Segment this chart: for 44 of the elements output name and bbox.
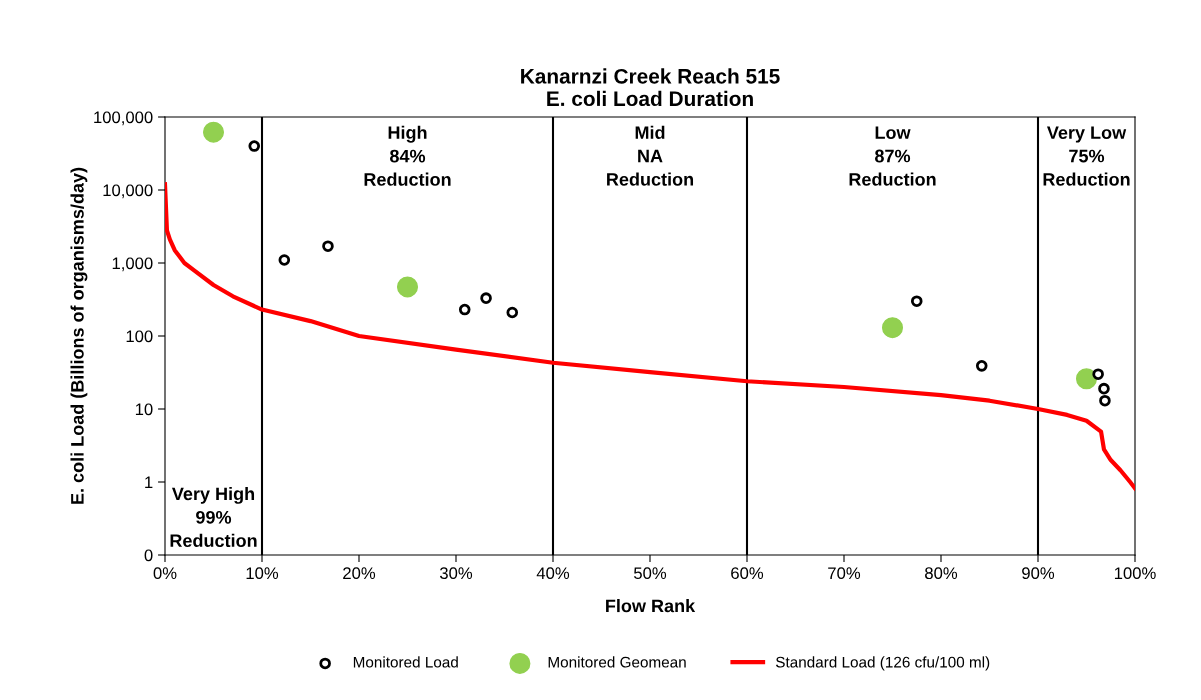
annotation: High 84% Reduction [364,125,451,186]
x-tick-label: 0% [153,567,177,580]
x-tick-label: 40% [536,567,570,580]
point [248,140,261,152]
x-tick-label: 90% [1022,567,1055,580]
chart-title: Kanarnzi Creek Reach 515 E. coli Load Duration [521,68,780,107]
x-axis-title: Flow Rank [606,599,696,613]
x-tick-label: 50% [633,567,667,580]
annotation: Very Low 75% Reduction [1043,126,1130,186]
point [506,306,519,319]
y-tick-label: 1,000 [112,257,153,272]
point [202,121,225,143]
annotation: Mid NA Reduction [607,125,694,186]
legend-label: Monitored Geomean [548,656,686,668]
point [1075,368,1098,390]
point [458,303,471,316]
x-tick-label: 30% [439,567,473,580]
x-tick-label: 70% [828,567,861,580]
y-tick-label: 100 [126,330,153,343]
y-tick-label: 10 [135,403,153,416]
y-tick-label: 1 [145,476,153,489]
point [278,254,291,266]
point [1099,394,1111,407]
annotation: Low 87% Reduction [849,126,936,186]
x-tick-label: 60% [731,567,764,580]
point [881,317,904,339]
legend-label: Monitored Load [353,656,458,668]
x-tick-label: 80% [925,567,958,580]
point [1092,368,1104,380]
y-axis-title: E. coli Load (Billions of organisms/day) [70,167,88,504]
y-tick-label: 10,000 [103,184,153,199]
legend-label: Standard Load (126 cfu/100 ml) [775,656,990,671]
x-tick-label: 100% [1114,567,1156,580]
point [1098,382,1110,395]
y-tick-label: 0 [144,549,153,562]
point [322,240,334,252]
point [480,292,492,304]
x-tick-label: 10% [246,567,279,580]
x-tick-label: 20% [343,567,376,580]
point [910,295,923,307]
y-tick-label: 100,000 [94,111,153,126]
point [975,360,988,372]
annotation: Very High 99% Reduction [170,486,257,548]
point [396,276,419,298]
